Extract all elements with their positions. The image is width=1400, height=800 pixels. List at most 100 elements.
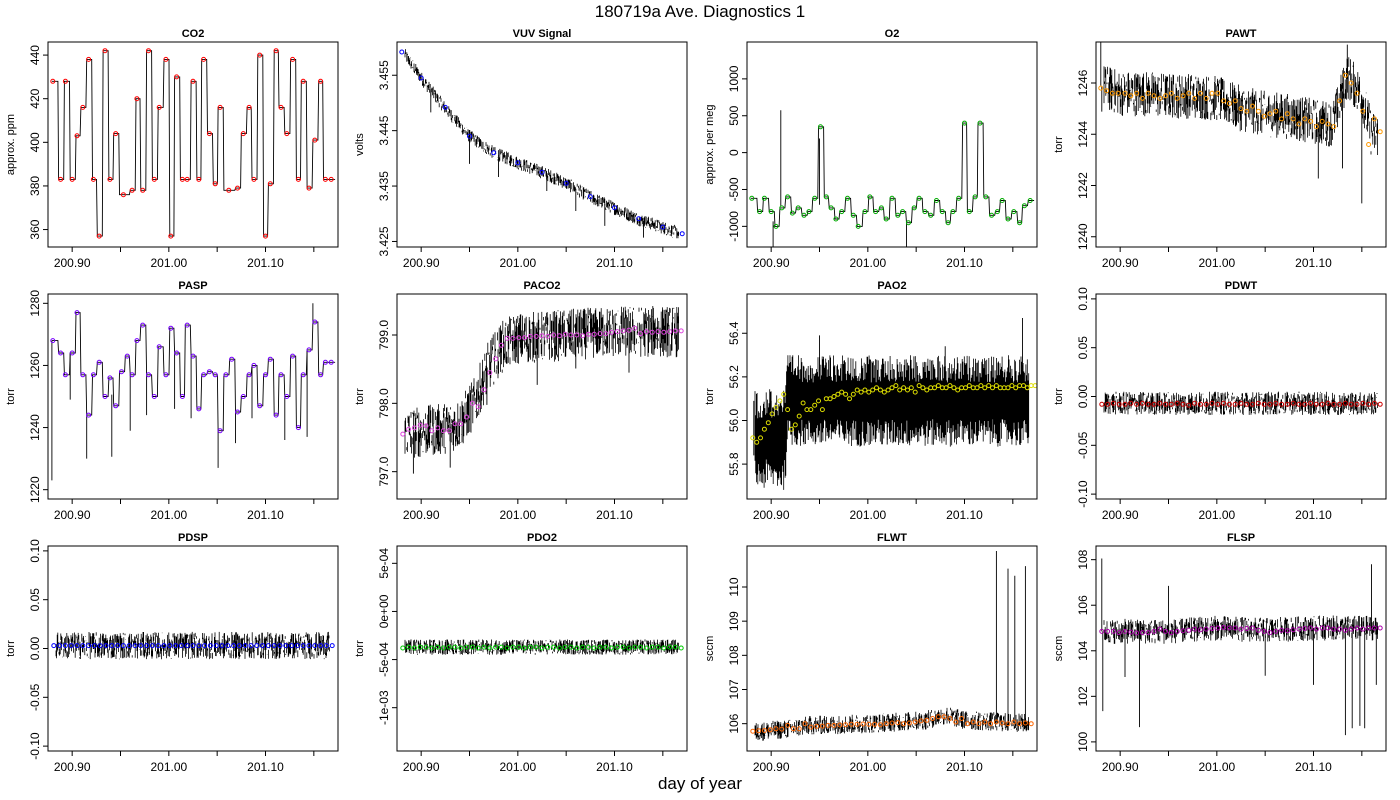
mean-marker [1134,90,1140,96]
mean-marker [761,728,767,733]
mean-marker [246,372,252,378]
y-axis-label: torr [354,388,366,405]
mean-marker [1203,401,1209,407]
mean-marker [306,643,312,649]
mean-marker [802,721,808,727]
mean-marker [283,643,289,649]
mean-marker [1109,90,1115,96]
mean-marker [941,714,947,720]
mean-marker [1151,628,1157,634]
mean-marker [1157,400,1163,406]
x-tick-label: 201.10 [1295,256,1332,270]
plot-area [51,631,335,660]
y-tick-label: -1000 [727,211,741,242]
mean-marker [761,426,767,432]
mean-marker [151,394,157,399]
mean-marker [661,329,667,335]
mean-marker [1180,93,1186,99]
mean-marker [1157,626,1163,632]
mean-marker [905,220,911,226]
mean-marker [201,372,207,378]
mean-marker [895,720,901,726]
mean-marker [839,389,845,395]
mean-marker [678,328,684,334]
raw-series-band [404,49,679,239]
plot-frame [396,545,688,752]
y-tick-label: 102 [1076,686,1090,706]
mean-marker [201,56,207,62]
panel-flsp: FLSP 200.90 201.00 201.10 100 102 104 106 108 scc… [1053,532,1387,774]
mean-marker [831,394,837,399]
mean-marker [491,150,497,156]
mean-marker [120,192,126,198]
mean-marker [273,48,279,54]
mean-marker [850,391,856,397]
x-tick-label: 201.00 [1198,760,1235,774]
mean-marker [1354,401,1360,407]
mean-marker [837,722,843,728]
mean-marker [1354,625,1360,631]
figure-x-axis-label: day of year [657,774,743,793]
y-tick-label: -0.10 [28,732,42,760]
y-axis-label: torr [704,388,716,405]
mean-marker [440,428,446,434]
mean-marker [924,387,930,393]
mean-marker [889,195,895,201]
mean-marker [667,644,673,650]
mean-marker [620,644,626,650]
mean-marker [920,385,926,391]
y-tick-label: 500 [727,105,741,125]
mean-marker [1250,103,1256,109]
mean-marker [977,120,983,126]
mean-marker [850,212,856,218]
mean-marker [994,209,1000,215]
mean-marker [660,224,666,230]
mean-marker [609,645,615,651]
mean-marker [1302,116,1308,122]
mean-marker [1139,95,1145,101]
mean-marker [1005,216,1011,222]
mean-marker [1226,625,1232,631]
mean-marker [429,645,435,651]
mean-marker [235,409,240,415]
mean-marker [757,209,763,215]
mean-marker [207,643,213,649]
mean-marker [1296,121,1302,127]
mean-marker [257,52,263,58]
y-tick-label: 3.435 [377,171,391,201]
mean-marker [1105,628,1111,634]
y-tick-label: 104 [1076,640,1090,660]
mean-marker [312,137,318,143]
mean-marker [163,56,169,62]
mean-marker [1325,625,1331,631]
mean-marker [1331,401,1337,407]
mean-marker [469,644,475,650]
mean-marker [213,643,219,649]
mean-marker [1377,401,1383,407]
mean-marker [417,644,423,650]
mean-marker [839,209,845,215]
mean-marker [1174,95,1180,101]
x-tick-label: 200.90 [1102,508,1139,522]
mean-marker [442,104,448,110]
mean-marker [563,180,569,186]
mean-marker [423,644,429,650]
panel-paco2: PACO2 200.90 201.00 201.10 797.0 798.0 799.0 to… [354,280,688,522]
x-tick-label: 201.00 [499,760,536,774]
mean-marker [632,644,638,650]
mean-marker [1122,401,1128,407]
panel-title: PACO2 [523,280,560,292]
mean-marker [768,209,774,215]
mean-marker [1186,90,1192,96]
mean-marker [174,350,180,356]
mean-marker [963,385,968,391]
mean-marker [982,385,988,391]
mean-marker [1163,628,1169,634]
mean-marker [246,104,252,110]
y-tick-label: 5e-04 [377,548,391,579]
mean-marker [843,391,849,397]
mean-marker [928,212,934,218]
mean-marker [1308,625,1314,631]
mean-marker [754,439,760,445]
mean-marker [638,331,644,337]
